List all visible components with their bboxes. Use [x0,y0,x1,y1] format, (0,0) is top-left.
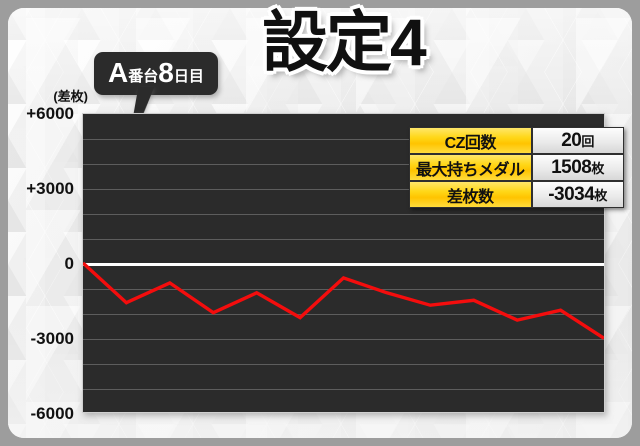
gridline [83,139,604,140]
badge-machine-letter: A [108,57,129,88]
stats-table-body: CZ回数 20回 最大持ちメダル 1508枚 差枚数 -3034枚 [409,127,624,208]
y-tick-3000: +3000 [26,179,74,198]
gridline [83,289,604,290]
stats-label: CZ回数 [409,127,532,154]
zero-baseline [83,263,604,266]
series-line-medal-difference [83,114,604,412]
stats-row: 最大持ちメダル 1508枚 [409,154,624,181]
gridline [83,339,604,340]
gridline [83,239,604,240]
stats-value-unit: 枚 [591,160,604,176]
stats-row: CZ回数 20回 [409,127,624,154]
badge-machine-suffix: 番台 [128,68,159,85]
stats-value: -3034枚 [531,181,624,208]
badge-day-suffix: 日目 [173,68,204,85]
gridline [83,389,604,390]
stats-value: 20回 [531,127,624,154]
y-tick-0: 0 [64,254,74,273]
stats-label: 差枚数 [409,181,532,208]
y-tick-neg3000: -3000 [30,329,74,348]
stats-table: CZ回数 20回 最大持ちメダル 1508枚 差枚数 -3034枚 [409,127,624,208]
stats-value-unit: 回 [581,133,594,149]
page-title: 設定4 [262,5,427,79]
gridline [83,214,604,215]
y-tick-neg6000: -6000 [30,404,74,423]
gridline [83,189,604,190]
gridline [83,164,604,165]
stats-value-unit: 枚 [594,187,607,203]
y-axis-unit-label: (差枚) [53,89,88,104]
machine-day-badge: A番台8日目 [94,52,218,95]
stats-row: 差枚数 -3034枚 [409,181,624,208]
stats-value: 1508枚 [531,154,624,181]
gridline [83,364,604,365]
gridline [83,314,604,315]
y-tick-6000: +6000 [26,104,74,123]
stats-label: 最大持ちメダル [409,154,532,181]
badge-day-number: 8 [158,57,174,88]
